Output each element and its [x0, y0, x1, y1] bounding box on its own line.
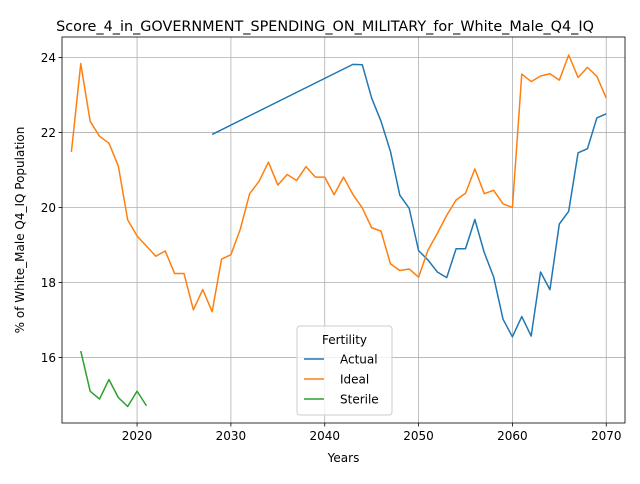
series-lines [70, 54, 607, 408]
legend: Fertility Actual Ideal Sterile [296, 325, 393, 416]
x-tick-label: 2030 [216, 429, 247, 443]
legend-label-actual: Actual [340, 353, 378, 367]
x-tick-label: 2050 [403, 429, 434, 443]
y-tick-label: 20 [41, 201, 56, 215]
grid-lines [62, 37, 625, 423]
x-tick-label: 2040 [309, 429, 340, 443]
x-tick-label: 2020 [122, 429, 153, 443]
legend-title: Fertility [322, 333, 367, 347]
legend-label-sterile: Sterile [340, 393, 379, 407]
y-tick-label: 18 [41, 276, 56, 290]
chart-title: Score_4_in_GOVERNMENT_SPENDING_ON_MILITA… [56, 19, 594, 35]
legend-box [296, 325, 393, 416]
y-axis-label: % of White_Male Q4_IQ Population [13, 127, 27, 334]
y-tick-label: 22 [41, 126, 56, 140]
x-tick-label: 2070 [591, 429, 622, 443]
y-tick-label: 16 [41, 351, 56, 365]
x-axis-label: Years [327, 451, 360, 465]
legend-label-ideal: Ideal [340, 373, 369, 387]
series-line-actual [211, 63, 607, 338]
x-tick-label: 2060 [497, 429, 528, 443]
y-tick-label: 24 [41, 51, 56, 65]
x-axis-ticks: 2020 2030 2040 2050 2060 2070 [122, 423, 622, 443]
y-axis-ticks: 16 18 20 22 24 [41, 51, 62, 365]
series-line-sterile [80, 350, 148, 408]
plot-frame [61, 36, 626, 424]
series-line-ideal [70, 54, 607, 313]
